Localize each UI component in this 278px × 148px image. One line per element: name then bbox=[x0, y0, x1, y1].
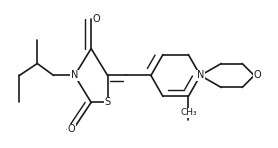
Text: S: S bbox=[105, 97, 111, 107]
Text: O: O bbox=[68, 124, 76, 134]
Text: N: N bbox=[71, 70, 78, 81]
Text: O: O bbox=[93, 14, 100, 24]
Text: O: O bbox=[254, 70, 262, 81]
Text: N: N bbox=[197, 70, 204, 81]
Text: CH₃: CH₃ bbox=[180, 108, 197, 117]
